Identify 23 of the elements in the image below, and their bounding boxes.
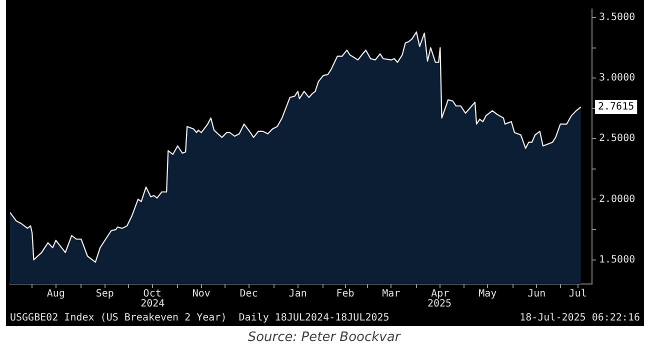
y-tick-label: 1.5000 bbox=[599, 254, 636, 266]
x-tick-label: Mar bbox=[382, 288, 400, 300]
text: 2024 bbox=[140, 298, 165, 310]
x-tick-label: Oct bbox=[143, 288, 162, 300]
x-tick-label: Jun bbox=[528, 288, 546, 300]
data-label: 2.7615 bbox=[598, 102, 634, 113]
x-tick-label: Sep bbox=[96, 288, 114, 300]
x-tick-label: Dec bbox=[240, 288, 258, 300]
y-tick-label: 3.0000 bbox=[599, 72, 636, 84]
text: 2025 bbox=[427, 298, 452, 310]
x-tick-label: Jul bbox=[568, 288, 587, 300]
x-tick-label: May bbox=[478, 288, 497, 300]
text: USGGBE02 Index (US Breakeven 2 Year) Daily 18JUL2024-18JUL2025 bbox=[10, 312, 390, 324]
source-note: Source: Peter Boockvar bbox=[246, 330, 402, 345]
x-tick-label: Apr bbox=[431, 288, 450, 300]
y-tick-label: 3.5000 bbox=[599, 12, 636, 24]
y-tick-label: 2.5000 bbox=[599, 133, 636, 144]
text: 18-Jul-2025 06:22:16 bbox=[520, 312, 640, 324]
x-tick-label: Nov bbox=[192, 288, 210, 300]
x-tick-label: Jan bbox=[288, 288, 307, 300]
y-tick-label: 2.0000 bbox=[599, 194, 636, 205]
x-tick-label: Aug bbox=[46, 288, 65, 300]
x-tick-label: Feb bbox=[336, 288, 354, 300]
